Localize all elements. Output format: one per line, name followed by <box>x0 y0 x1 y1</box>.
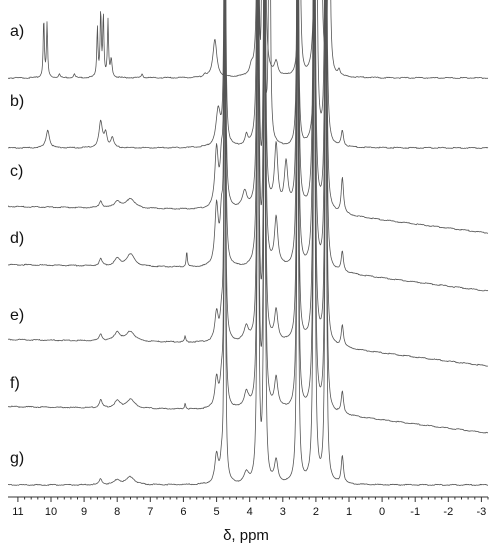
x-tick-label: 3 <box>280 506 286 518</box>
x-axis-title: δ, ppm <box>223 527 269 544</box>
x-tick-label: 5 <box>214 506 220 518</box>
spectrum-trace-3 <box>8 0 489 234</box>
x-tick-label: 11 <box>12 506 23 518</box>
x-tick-label: 8 <box>114 506 120 518</box>
panel-label-7: g) <box>10 450 24 467</box>
spectrum-trace-4 <box>8 0 489 292</box>
x-tick-label: 7 <box>147 506 153 518</box>
spectrum-trace-1 <box>8 0 489 79</box>
x-tick-label: 9 <box>81 506 87 518</box>
panel-labels: a) b) c) d) e) f) g) <box>10 23 24 467</box>
x-tick-label: 1 <box>346 506 352 518</box>
spectrum-trace-6 <box>8 0 489 434</box>
panel-label-4: d) <box>10 230 24 247</box>
x-tick-label: -3 <box>477 506 487 518</box>
x-tick-label: 2 <box>313 506 319 518</box>
panel-label-2: b) <box>10 93 24 110</box>
panel-label-5: e) <box>10 307 24 324</box>
panel-label-6: f) <box>10 375 20 392</box>
x-axis: 11 10 9 8 7 6 5 4 3 2 1 0 -1 -2 -3 <box>8 496 489 518</box>
panel-label-3: c) <box>10 163 23 180</box>
spectrum-trace-2 <box>8 0 489 149</box>
x-tick-label: 0 <box>379 506 385 518</box>
x-tick-label: 4 <box>247 506 253 518</box>
x-tick-label: 10 <box>45 506 57 518</box>
x-tick-label: 6 <box>180 506 186 518</box>
spectrum-trace-5 <box>8 0 488 367</box>
x-tick-label: -2 <box>443 506 453 518</box>
spectrum-trace-7 <box>8 0 489 486</box>
spectra-traces <box>8 0 489 486</box>
x-tick-label: -1 <box>410 506 420 518</box>
panel-label-1: a) <box>10 23 24 40</box>
